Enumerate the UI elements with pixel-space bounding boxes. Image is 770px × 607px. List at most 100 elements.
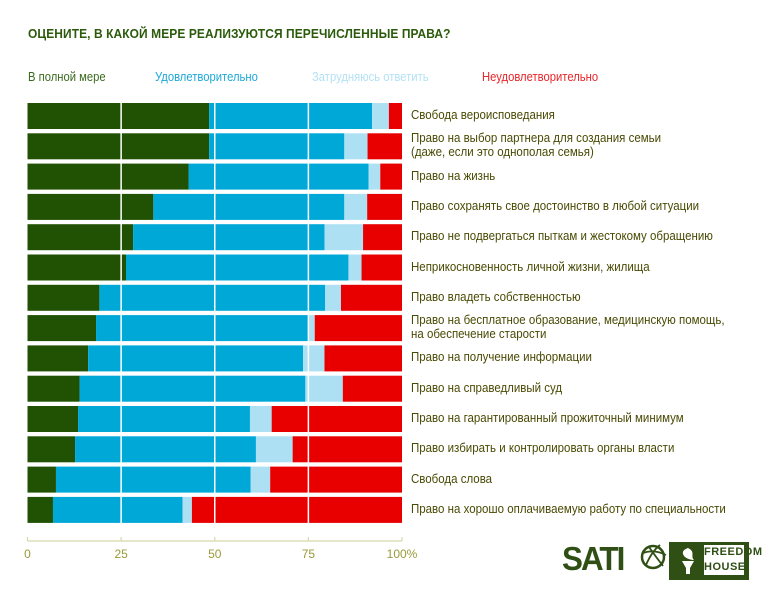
category-label: Право на гарантированный прожиточный мин… [411, 411, 684, 425]
freedom-house-line2: HOUSE [704, 561, 746, 573]
chart-title: ОЦЕНИТЕ, В КАКОЙ МЕРЕ РЕАЛИЗУЮТСЯ ПЕРЕЧИ… [28, 26, 451, 41]
category-label: Право на бесплатное образование, медицин… [411, 313, 725, 341]
legend-item-hard-to-say: Затрудняюсь ответить [312, 70, 429, 84]
bar-segment-unsatisfactory [363, 224, 402, 251]
category-label: Неприкосновенность личной жизни, жилища [411, 260, 650, 274]
bar-segment-hard-to-say [372, 103, 389, 129]
category-label-line: Право на справедливый суд [411, 380, 563, 395]
category-label: Право на справедливый суд [411, 381, 562, 395]
x-tick-label: 75 [302, 547, 316, 561]
bar-segment-full [27, 436, 76, 463]
category-label: Право сохранять свое достоинство в любой… [411, 199, 699, 213]
bar-segment-unsatisfactory [270, 466, 402, 493]
bar-segment-unsatisfactory [314, 315, 402, 342]
x-tick-label: 0 [24, 547, 31, 561]
bar-segment-satisfactory [153, 193, 345, 220]
category-label-line: на обеспечение старости [411, 327, 547, 342]
category-label-line: Право на гарантированный прожиточный мин… [411, 411, 684, 425]
bar-segment-full [27, 375, 80, 402]
legend-item-unsatisfactory: Неудовлетворительно [482, 70, 599, 84]
bar-segment-unsatisfactory [367, 133, 402, 160]
bar-segment-hard-to-say [255, 436, 293, 463]
bar-segment-unsatisfactory [388, 103, 402, 129]
category-label: Право на жизнь [411, 169, 495, 183]
bar-segment-unsatisfactory [380, 163, 402, 190]
freedom-house-logo: FREEDOM HOUSE [669, 542, 763, 580]
x-tick-label: 25 [114, 547, 128, 561]
bar-segment-unsatisfactory [292, 436, 402, 463]
bar-segment-hard-to-say [368, 163, 381, 190]
category-label: Право на выбор партнера для создания сем… [411, 131, 661, 159]
bar-segment-full [27, 345, 89, 372]
bar-segment-full [27, 284, 100, 311]
bar-segment-satisfactory [96, 315, 310, 342]
category-label-line: Свобода слова [411, 471, 493, 486]
bar-segment-unsatisfactory [324, 345, 402, 372]
bar-segment-unsatisfactory [361, 254, 402, 281]
bar-segment-unsatisfactory [367, 193, 402, 220]
bar-segment-satisfactory [75, 436, 256, 463]
legend-item-satisfactory: Удовлетворительно [155, 70, 258, 84]
bar-segment-satisfactory [209, 133, 345, 160]
category-label-line: Свобода вероисповедания [411, 108, 555, 122]
category-label-line: Неприкосновенность личной жизни, жилища [411, 259, 650, 274]
bar-segment-full [27, 224, 134, 251]
bar-segment-hard-to-say [324, 224, 364, 251]
category-label-line: Право сохранять свое достоинство в любой… [411, 198, 700, 213]
bar-segment-unsatisfactory [340, 284, 402, 311]
sati-logo: SATI [562, 540, 625, 577]
category-label-line: Право на жизнь [411, 168, 496, 183]
bar-segment-satisfactory [55, 466, 251, 493]
bar-segment-hard-to-say [303, 345, 325, 372]
freedom-house-line1: FREEDOM [704, 546, 763, 558]
bar-segment-full [27, 133, 210, 160]
bar-segment-hard-to-say [344, 193, 368, 220]
legend-item-full: В полной мере [28, 70, 106, 84]
bar-segment-hard-to-say [325, 284, 341, 311]
bar-segment-satisfactory [133, 224, 325, 251]
bar-segment-full [27, 466, 56, 493]
bar-segment-full [27, 406, 79, 432]
category-label-line: Право избирать и контролировать органы в… [411, 441, 675, 456]
category-label-line: Право не подвергаться пыткам и жестокому… [411, 229, 713, 244]
x-tick-label: 100% [387, 547, 418, 561]
category-label: Право владеть собственностью [411, 290, 581, 304]
bar-segment-unsatisfactory [271, 406, 402, 432]
category-label: Свобода вероисповедания [411, 108, 555, 122]
category-label-line: Право на бесплатное образование, медицин… [411, 313, 725, 328]
category-label: Право на хорошо оплачиваемую работу по с… [411, 502, 726, 516]
bar-segment-satisfactory [125, 254, 349, 281]
globe-icon [640, 544, 667, 570]
bar-segment-full [27, 103, 210, 129]
logos: SATI FREEDOM HOUSE [562, 540, 762, 580]
bar-segment-full [27, 163, 189, 190]
category-label-line: Право владеть собственностью [411, 289, 581, 304]
bar-segment-satisfactory [209, 103, 373, 129]
bar-segment-satisfactory [188, 163, 369, 190]
category-label: Свобода слова [411, 472, 492, 486]
category-label: Право на получение информации [411, 350, 592, 364]
category-label-line: (даже, если это однополая семья) [411, 145, 594, 160]
bar-segment-full [27, 496, 53, 523]
bar-segment-hard-to-say [344, 133, 368, 160]
bar-segment-full [27, 315, 97, 342]
bar-segment-full [27, 193, 154, 220]
bar-segment-hard-to-say [182, 496, 192, 523]
bar-segment-full [27, 254, 126, 281]
category-label-line: Право на получение информации [411, 350, 592, 365]
bar-segment-satisfactory [88, 345, 304, 372]
bar-segment-satisfactory [78, 406, 250, 432]
bar-segment-satisfactory [79, 375, 306, 402]
category-label-line: Право на хорошо оплачиваемую работу по с… [411, 501, 726, 516]
bar-segment-hard-to-say [249, 406, 272, 432]
x-tick-label: 50 [208, 547, 222, 561]
bar-segment-hard-to-say [305, 375, 343, 402]
bar-segment-unsatisfactory [191, 496, 402, 523]
category-label-line: Право на выбор партнера для создания сем… [411, 131, 662, 146]
bar-segment-hard-to-say [348, 254, 362, 281]
category-label: Право избирать и контролировать органы в… [411, 441, 674, 455]
bar-segment-hard-to-say [250, 466, 271, 493]
bar-segment-satisfactory [99, 284, 326, 311]
bar-segment-unsatisfactory [342, 375, 402, 402]
